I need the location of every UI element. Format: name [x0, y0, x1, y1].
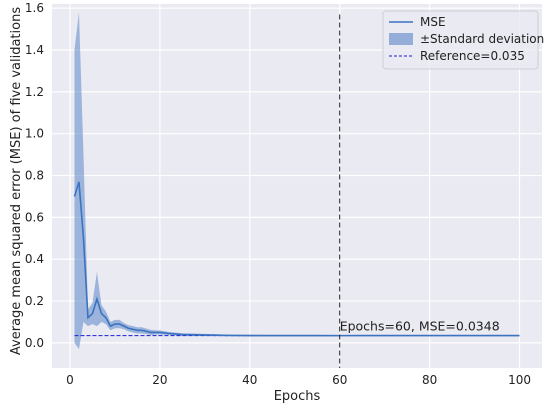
legend: MSE ±Standard deviation Reference=0.035	[382, 10, 544, 70]
legend-box	[382, 10, 539, 70]
y-tick-label: 0.6	[25, 210, 44, 224]
y-tick-label: 1.4	[25, 43, 44, 57]
y-axis-ticks: 0.0 0.2 0.4 0.6 0.8 1.0 1.2 1.4 1.6	[25, 1, 44, 350]
x-tick-label: 80	[422, 373, 437, 387]
y-axis-title: Average mean squared error (MSE) of five…	[9, 7, 24, 355]
annotation-label: Epochs=60, MSE=0.0348	[340, 319, 500, 334]
legend-mse-label: MSE	[420, 15, 446, 29]
y-tick-label: 1.2	[25, 85, 44, 99]
x-tick-label: 20	[152, 373, 167, 387]
mse-line-layer	[73, 181, 520, 337]
legend-std-label: ±Standard deviation	[420, 32, 544, 46]
x-tick-label: 40	[242, 373, 257, 387]
grid	[52, 4, 542, 368]
x-axis-title: Epochs	[274, 389, 321, 404]
y-tick-label: 0.8	[25, 169, 44, 183]
y-tick-label: 0.0	[25, 336, 44, 350]
x-tick-label: 0	[66, 373, 74, 387]
y-tick-label: 1.0	[25, 127, 44, 141]
x-tick-label: 60	[332, 373, 347, 387]
legend-std-swatch	[389, 33, 413, 45]
legend-reference-label: Reference=0.035	[420, 49, 525, 63]
mse-line	[73, 181, 520, 337]
y-tick-label: 0.2	[25, 294, 44, 308]
y-tick-label: 0.4	[25, 252, 44, 266]
x-tick-label: 100	[508, 373, 531, 387]
y-tick-label: 1.6	[25, 1, 44, 15]
x-axis-ticks: 0 20 40 60 80 100	[66, 373, 531, 387]
